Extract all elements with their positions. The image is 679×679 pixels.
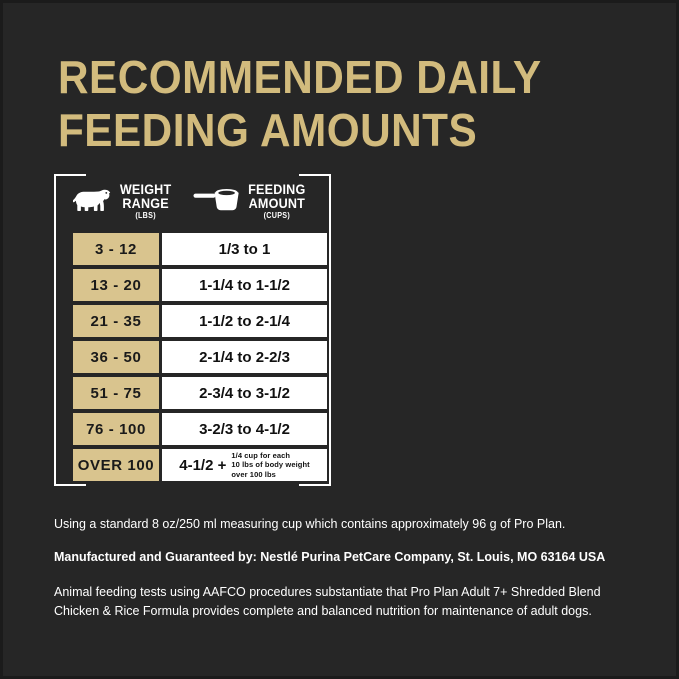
frame-corner-top-left [54, 174, 86, 202]
table-header-weight-unit: (LBS) [135, 211, 156, 220]
feeding-amount-note: 1/4 cup for each 10 lbs of body weight o… [231, 451, 309, 480]
table-header-weight-text: WEIGHT RANGE (LBS) [120, 182, 171, 222]
table-body: 3 - 12 1/3 to 1 13 - 20 1-1/4 to 1-1/2 2… [73, 233, 327, 481]
feeding-chart-panel: RECOMMENDED DAILY FEEDING AMOUNTS WEIGHT… [3, 3, 676, 676]
feeding-amount-note-line-3: over 100 lbs [231, 469, 276, 479]
table-header-feeding-line-2: AMOUNT [248, 195, 306, 211]
table-row: OVER 100 4-1/2 + 1/4 cup for each 10 lbs… [73, 449, 327, 481]
page-title: RECOMMENDED DAILY FEEDING AMOUNTS [58, 51, 573, 157]
aafco-statement-line-2: Chicken & Rice Formula provides complete… [54, 604, 592, 618]
measuring-cup-note: Using a standard 8 oz/250 ml measuring c… [54, 517, 566, 531]
table-header-row: WEIGHT RANGE (LBS) FEEDING AMOUNT [72, 182, 321, 228]
weight-range-cell: OVER 100 [73, 449, 159, 481]
feeding-amount-cell: 1-1/4 to 1-1/2 [162, 269, 327, 301]
weight-range-cell: 51 - 75 [73, 377, 159, 409]
measuring-cup-icon [193, 187, 239, 216]
aafco-statement: Animal feeding tests using AAFCO procedu… [54, 583, 639, 621]
table-header-weight-line-1: WEIGHT [119, 181, 172, 197]
table-row: 51 - 75 2-3/4 to 3-1/2 [73, 377, 327, 409]
manufacturer-note: Manufactured and Guaranteed by: Nestlé P… [54, 550, 606, 564]
weight-range-cell: 3 - 12 [73, 233, 159, 265]
table-row: 13 - 20 1-1/4 to 1-1/2 [73, 269, 327, 301]
feeding-amount-note-line-2: 10 lbs of body weight [231, 460, 310, 470]
page-title-line-2: FEEDING AMOUNTS [58, 104, 478, 156]
table-header-feeding-unit: (CUPS) [263, 211, 291, 220]
aafco-statement-line-1: Animal feeding tests using AAFCO procedu… [54, 585, 601, 599]
page-title-line-1: RECOMMENDED DAILY [58, 51, 542, 103]
feeding-amount-cell: 1/3 to 1 [162, 233, 327, 265]
frame-corner-bottom-right [299, 458, 331, 486]
frame-corner-top-right [299, 174, 331, 202]
feeding-table: WEIGHT RANGE (LBS) FEEDING AMOUNT [54, 174, 331, 486]
table-row: 76 - 100 3-2/3 to 4-1/2 [73, 413, 327, 445]
feeding-amount-cell: 4-1/2 + 1/4 cup for each 10 lbs of body … [162, 449, 327, 481]
feeding-amount-cell: 3-2/3 to 4-1/2 [162, 413, 327, 445]
weight-range-cell: 21 - 35 [73, 305, 159, 337]
feeding-amount-cell: 2-1/4 to 2-2/3 [162, 341, 327, 373]
table-header-feeding-line-1: FEEDING [248, 181, 306, 197]
table-header-weight: WEIGHT RANGE (LBS) [72, 182, 174, 222]
table-row: 3 - 12 1/3 to 1 [73, 233, 327, 265]
table-row: 36 - 50 2-1/4 to 2-2/3 [73, 341, 327, 373]
frame-corner-bottom-left [54, 458, 86, 486]
table-header-weight-line-2: RANGE [122, 195, 169, 211]
table-header-feeding-text: FEEDING AMOUNT (CUPS) [248, 182, 305, 222]
feeding-amount-cell: 2-3/4 to 3-1/2 [162, 377, 327, 409]
frame-rail-left [54, 200, 56, 460]
weight-range-cell: 13 - 20 [73, 269, 159, 301]
frame-rail-right [329, 200, 331, 460]
dog-icon [72, 187, 111, 216]
weight-range-cell: 36 - 50 [73, 341, 159, 373]
weight-range-cell: 76 - 100 [73, 413, 159, 445]
feeding-amount-note-line-1: 1/4 cup for each [231, 450, 291, 460]
feeding-amount-cell: 1-1/2 to 2-1/4 [162, 305, 327, 337]
feeding-amount-value: 4-1/2 + [179, 456, 227, 474]
table-header-feeding: FEEDING AMOUNT (CUPS) [193, 182, 309, 222]
table-row: 21 - 35 1-1/2 to 2-1/4 [73, 305, 327, 337]
